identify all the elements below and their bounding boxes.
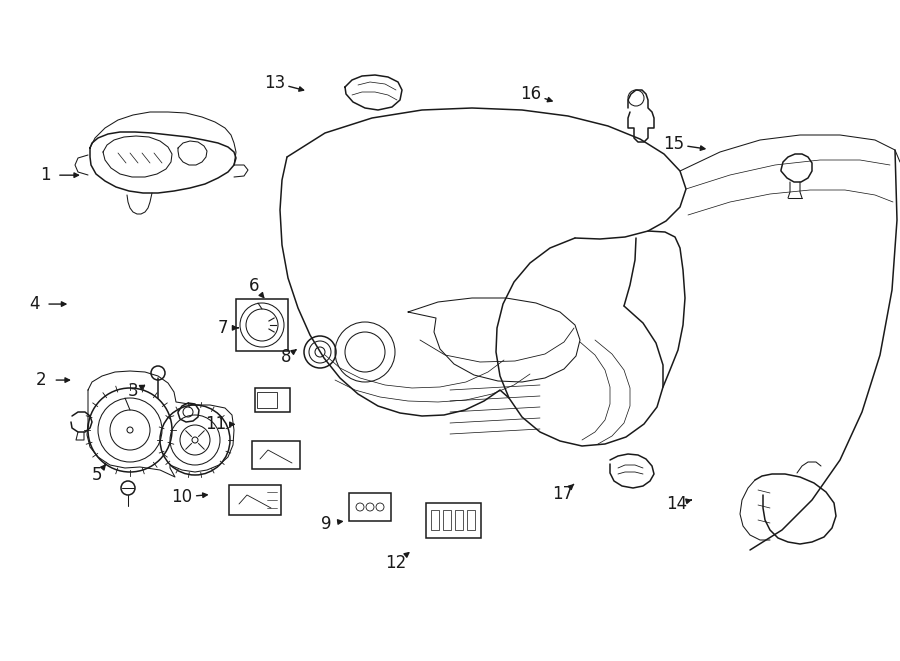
- Text: 9: 9: [320, 514, 331, 533]
- Text: 6: 6: [248, 276, 259, 295]
- Text: 14: 14: [666, 494, 688, 513]
- Text: 7: 7: [218, 319, 229, 337]
- Text: 10: 10: [171, 488, 193, 506]
- Text: 4: 4: [29, 295, 40, 313]
- Text: 5: 5: [92, 465, 103, 484]
- Bar: [431, 510, 439, 530]
- Text: 11: 11: [205, 415, 227, 434]
- Text: 1: 1: [40, 166, 50, 184]
- Text: 17: 17: [552, 485, 573, 504]
- Bar: [349, 493, 391, 521]
- Bar: [257, 392, 277, 408]
- Text: 16: 16: [520, 85, 542, 103]
- Bar: [426, 502, 481, 537]
- Bar: [229, 485, 281, 515]
- Bar: [252, 441, 300, 469]
- Bar: [467, 510, 475, 530]
- Text: 8: 8: [281, 348, 292, 366]
- Bar: [255, 388, 290, 412]
- Bar: [236, 299, 288, 351]
- Text: 2: 2: [36, 371, 47, 389]
- Text: 3: 3: [128, 382, 139, 401]
- Text: 15: 15: [662, 135, 684, 153]
- Bar: [443, 510, 451, 530]
- Text: 12: 12: [385, 554, 407, 572]
- Text: 13: 13: [264, 73, 285, 92]
- Bar: [455, 510, 463, 530]
